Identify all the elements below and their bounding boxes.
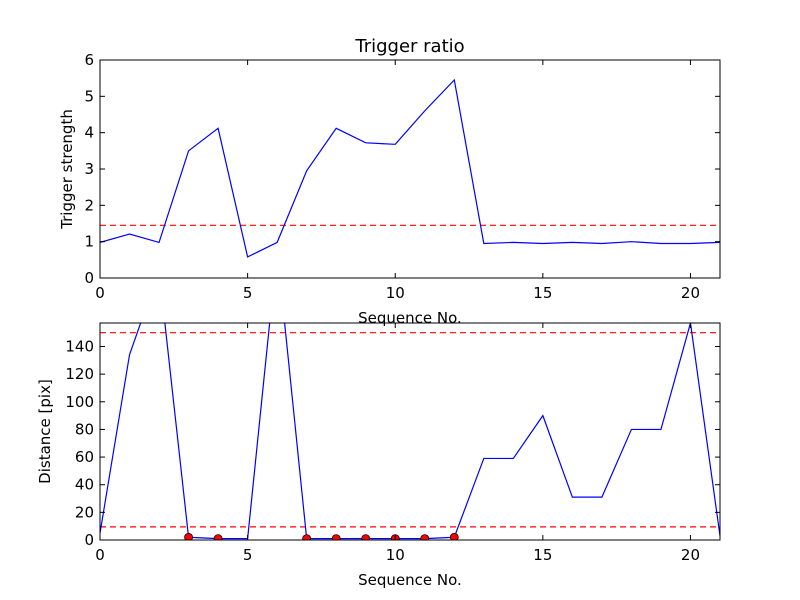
trigger-ratio-plot: 0 5 10 15 20 0 1 2 3 4 5 6 Trigger ratio Sequence No.… bbox=[58, 36, 721, 327]
data-marker bbox=[331, 534, 341, 540]
x-tick-label: 20 bbox=[681, 284, 700, 302]
x-tick-label: 0 bbox=[95, 546, 105, 564]
axes-frame bbox=[99, 59, 721, 279]
x-tick-label: 5 bbox=[243, 546, 253, 564]
plot-area bbox=[100, 78, 720, 258]
data-marker bbox=[420, 534, 430, 540]
y-tick-label: 4 bbox=[84, 124, 94, 142]
y-tick-label: 2 bbox=[84, 196, 94, 214]
y-tick-label: 5 bbox=[84, 87, 94, 105]
series-line bbox=[100, 78, 720, 258]
y-tick-label: 60 bbox=[75, 448, 94, 466]
chart-title: Trigger ratio bbox=[354, 36, 464, 57]
data-marker bbox=[213, 534, 223, 540]
y-tick-label: 140 bbox=[65, 337, 94, 355]
y-axis-label: Trigger strength bbox=[58, 109, 76, 230]
y-tick-label: 20 bbox=[75, 503, 94, 521]
x-tick-label: 15 bbox=[533, 546, 552, 564]
x-tick-label: 10 bbox=[386, 284, 405, 302]
x-tick-label: 15 bbox=[533, 284, 552, 302]
distance-plot: 0 5 10 15 20 0 20 40 60 80 100 120 140 Sequence No. Di… bbox=[36, 322, 721, 589]
y-tick-label: 120 bbox=[65, 365, 94, 383]
y-tick-label: 3 bbox=[84, 160, 94, 178]
y-tick-label: 80 bbox=[75, 420, 94, 438]
y-tick-label: 100 bbox=[65, 393, 94, 411]
data-marker bbox=[361, 534, 371, 540]
x-tick-label: 0 bbox=[95, 284, 105, 302]
x-axis-label: Sequence No. bbox=[358, 309, 462, 327]
x-axis-label: Sequence No. bbox=[358, 571, 462, 589]
axes-frame bbox=[99, 322, 721, 541]
series-line bbox=[100, 323, 720, 540]
data-marker bbox=[302, 534, 312, 540]
x-tick-label: 20 bbox=[681, 546, 700, 564]
y-tick-label: 6 bbox=[84, 51, 94, 69]
y-tick-label: 0 bbox=[84, 531, 94, 549]
x-tick-label: 10 bbox=[386, 546, 405, 564]
y-tick-label: 1 bbox=[84, 233, 94, 251]
y-tick-label: 0 bbox=[84, 269, 94, 287]
y-axis-label: Distance [pix] bbox=[36, 379, 54, 484]
data-marker bbox=[449, 532, 459, 540]
plot-area bbox=[100, 323, 720, 540]
x-tick-label: 5 bbox=[243, 284, 253, 302]
data-marker bbox=[184, 532, 193, 540]
y-tick-label: 40 bbox=[75, 476, 94, 494]
